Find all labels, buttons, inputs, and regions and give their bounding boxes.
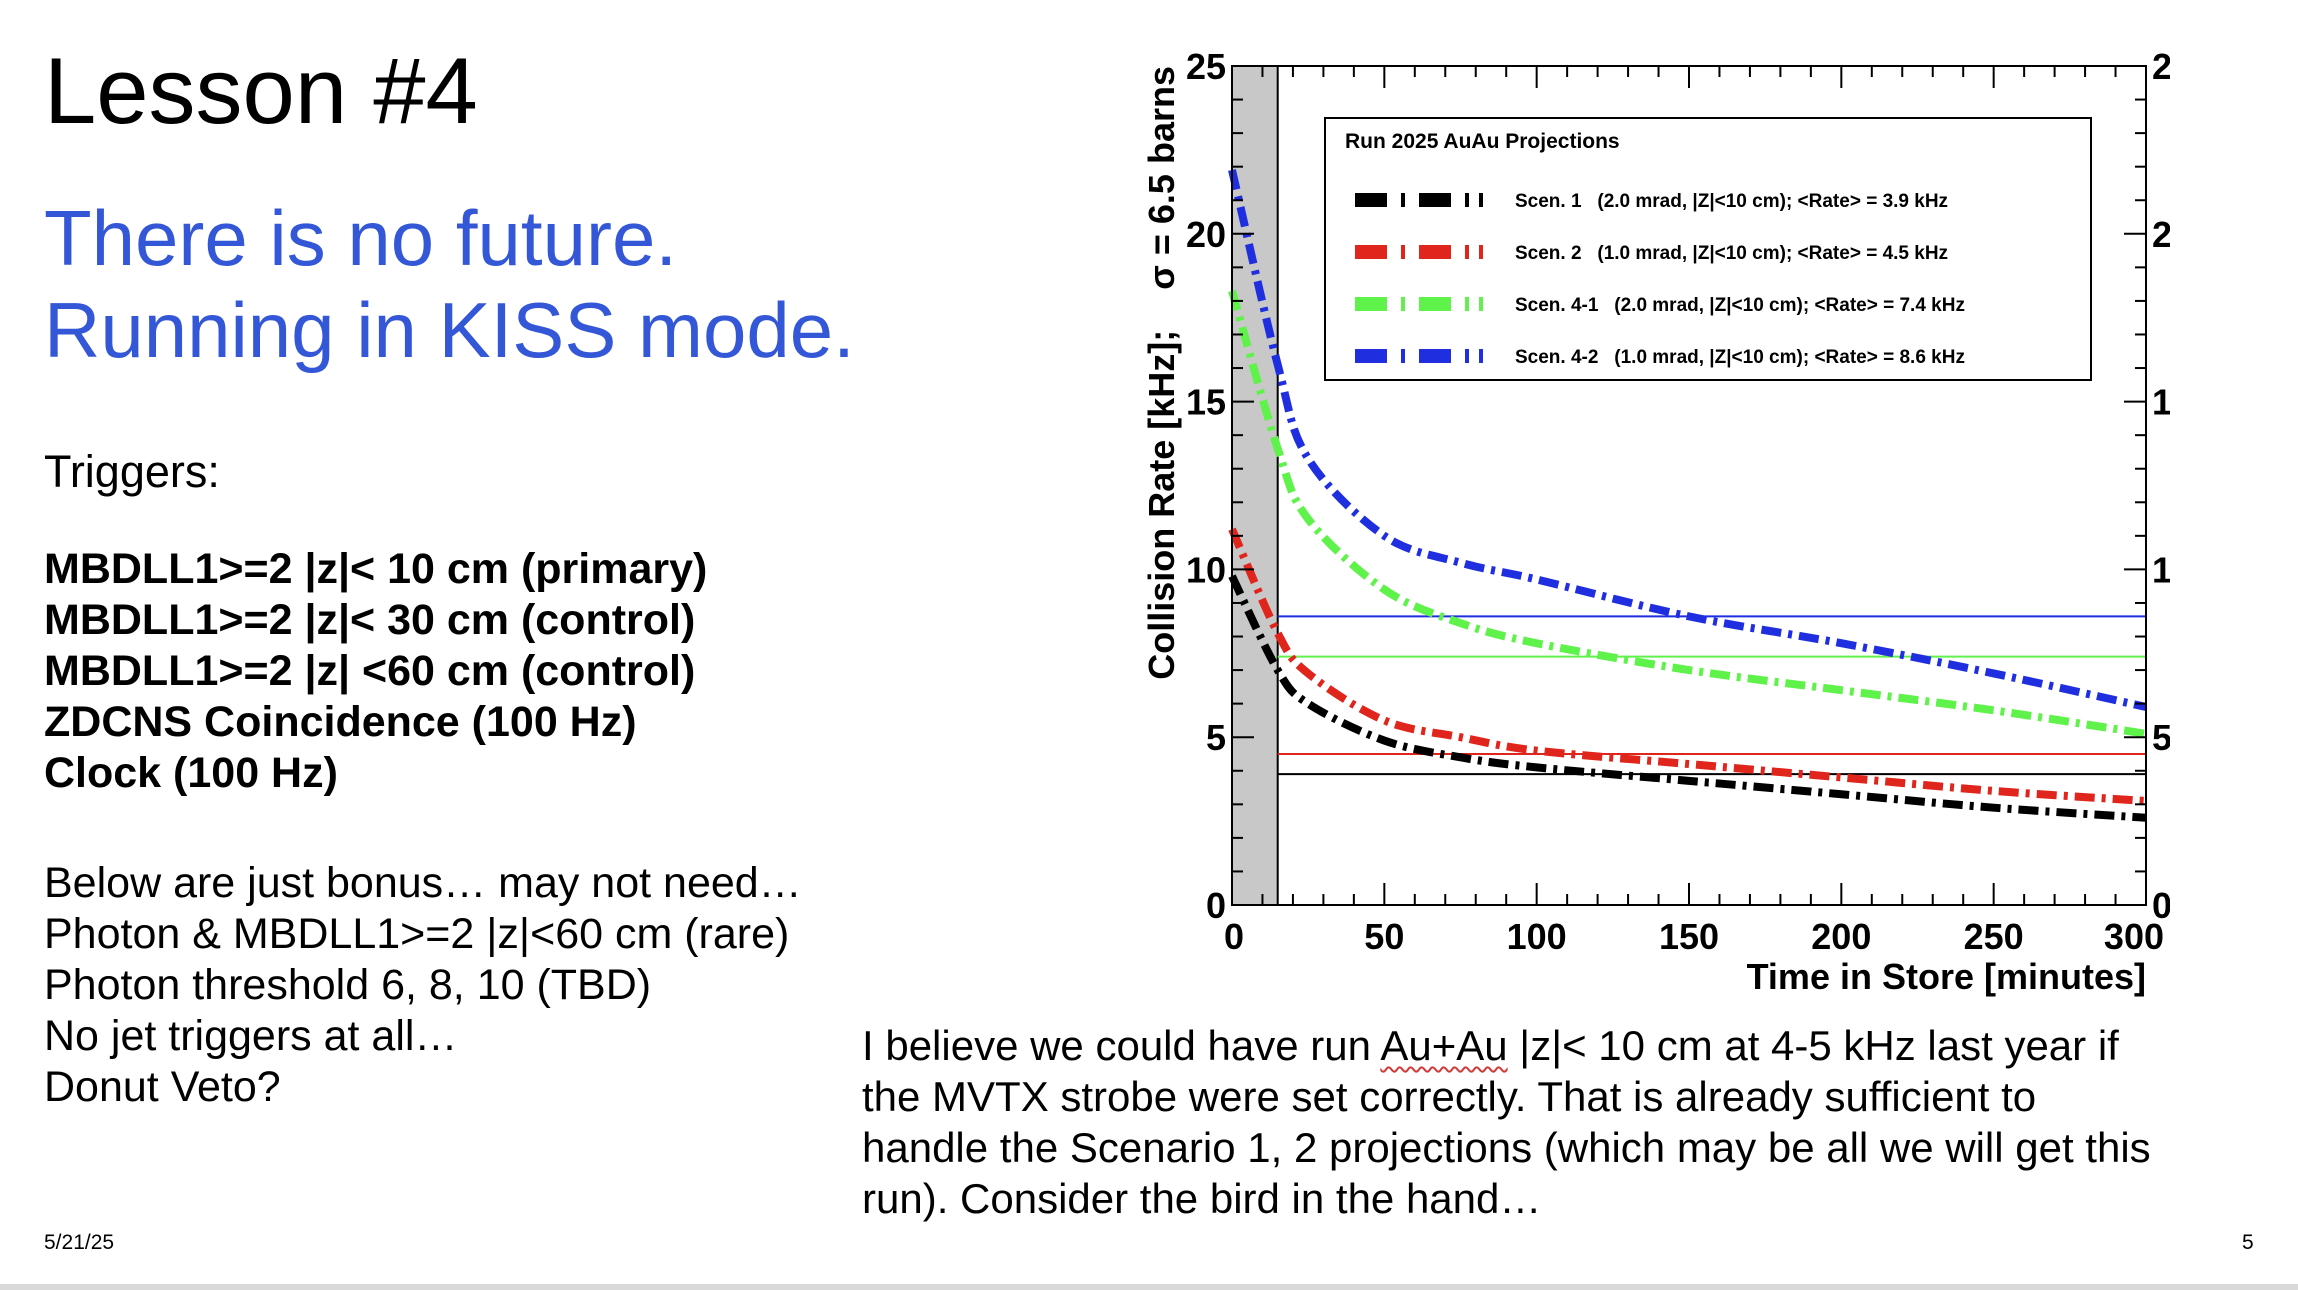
shaded-region [1232,66,1278,905]
trigger-item: MBDLL1>=2 |z|< 30 cm (control) [44,596,696,644]
x-tick-label: 200 [1811,916,1871,957]
y-tick-label-right: 5 [2152,717,2170,758]
x-tick-label: 100 [1507,916,1567,957]
x-tick-label: 250 [1964,916,2024,957]
trigger-item: Clock (100 Hz) [44,749,338,797]
trigger-item: MBDLL1>=2 |z|< 10 cm (primary) [44,545,708,593]
legend-entry: Scen. 4-2 (1.0 mrad, |Z|<10 cm); <Rate> … [1515,347,1965,368]
slide-bottom-border [0,1284,2298,1290]
bonus-item: Photon & MBDLL1>=2 |z|<60 cm (rare) [44,910,790,958]
note-paragraph: I believe we could have run Au+Au |z|< 1… [862,1020,2262,1224]
y-tick-label: 20 [1186,214,1226,255]
y-tick-label: 10 [1186,549,1226,590]
bonus-item: Photon threshold 6, 8, 10 (TBD) [44,961,652,1009]
y-tick-label: 0 [1206,885,1226,926]
y-tick-label-right: 15 [2152,382,2170,423]
slide-subtitle: There is no future. Running in KISS mode… [44,192,855,376]
series-line [1228,289,2147,738]
series-line [1228,169,2147,711]
slide-title: Lesson #4 [44,38,478,143]
legend-entry: Scen. 1 (2.0 mrad, |Z|<10 cm); <Rate> = … [1515,191,1948,212]
note-line: run). Consider the bird in the hand… [862,1175,1542,1222]
legend-title: Run 2025 AuAu Projections [1345,130,1620,153]
x-tick-label: 0 [1224,916,1244,957]
legend-entry: Scen. 2 (1.0 mrad, |Z|<10 cm); <Rate> = … [1515,243,1948,264]
slide-date: 5/21/25 [44,1231,115,1254]
bonus-item: Donut Veto? [44,1063,281,1111]
subtitle-line: There is no future. [44,194,677,282]
series-line [1228,527,2147,805]
x-tick-label: 300 [2104,916,2164,957]
x-tick-label: 150 [1659,916,1719,957]
legend-box [1324,117,2092,381]
note-line: handle the Scenario 1, 2 projections (wh… [862,1124,2151,1171]
bonus-item: No jet triggers at all… [44,1012,458,1060]
y-tick-label-right: 0 [2152,885,2170,926]
trigger-item: MBDLL1>=2 |z| <60 cm (control) [44,647,696,695]
legend-entry: Scen. 4-1 (2.0 mrad, |Z|<10 cm); <Rate> … [1515,295,1965,316]
y-tick-label-right: 10 [2152,549,2170,590]
triggers-heading: Triggers: [44,446,220,497]
trigger-list: MBDLL1>=2 |z|< 10 cm (primary) MBDLL1>=2… [44,544,707,799]
rate-projection-chart: 05010015020025030000551010151520202525Ti… [1141,46,2170,997]
bonus-list: Below are just bonus… may not need… Phot… [44,858,802,1113]
note-text: I believe we could have run [862,1022,1381,1069]
series-line [1228,574,2147,822]
subtitle-line: Running in KISS mode. [44,286,855,374]
y-axis-label: Collision Rate [kHz]; σ = 6.5 barns [1141,66,1182,680]
spellcheck-flagged-word[interactable]: Au+Au [1380,1022,1508,1069]
trigger-item: ZDCNS Coincidence (100 Hz) [44,698,637,746]
page-number: 5 [2242,1231,2254,1254]
note-line: I believe we could have run Au+Au |z|< 1… [862,1020,2262,1071]
y-tick-label-right: 25 [2152,46,2170,87]
y-tick-label: 25 [1186,46,1226,87]
x-axis-label: Time in Store [minutes] [1747,956,2146,997]
bonus-item: Below are just bonus… may not need… [44,859,802,907]
x-tick-label: 50 [1364,916,1404,957]
y-tick-label: 15 [1186,382,1226,423]
y-tick-label-right: 20 [2152,214,2170,255]
y-tick-label: 5 [1206,717,1226,758]
note-line: the MVTX strobe were set correctly. That… [862,1073,2037,1120]
note-text: |z|< 10 cm at 4-5 kHz last year if [1507,1022,2119,1069]
